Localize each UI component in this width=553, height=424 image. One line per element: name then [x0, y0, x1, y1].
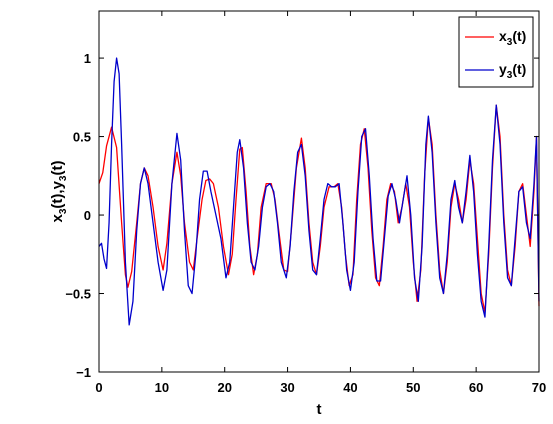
- x-tick-label: 30: [280, 380, 294, 395]
- y-axis-label-tail: (t): [49, 161, 66, 176]
- x-tick-label: 10: [155, 380, 169, 395]
- x-tick-label: 60: [469, 380, 483, 395]
- legend-label-y3-tail: (t): [512, 61, 526, 77]
- y-tick-label: 1: [84, 51, 91, 66]
- legend-label-y3: y3(t): [499, 61, 526, 81]
- legend-box: [458, 16, 534, 88]
- y-axis-label: x3(t),y3(t): [49, 161, 69, 223]
- y-tick-label: −0.5: [65, 287, 91, 302]
- legend: x3(t) y3(t): [458, 16, 534, 88]
- legend-label-x3: x3(t): [499, 28, 526, 48]
- x-tick-label: 0: [95, 380, 102, 395]
- legend-label-x3-main: x: [499, 28, 507, 44]
- series-layer: [98, 57, 540, 326]
- y-axis-label-rest: (t),y: [49, 180, 66, 208]
- y-axis-label-sub2: 3: [58, 175, 69, 181]
- x-tick-label: 20: [217, 380, 231, 395]
- y-tick-label: −1: [76, 365, 91, 380]
- x-axis-label: t: [317, 401, 322, 418]
- series-line-y3: [98, 57, 540, 326]
- legend-label-x3-tail: (t): [512, 28, 526, 44]
- x-tick-label: 40: [343, 380, 357, 395]
- legend-label-y3-main: y: [499, 61, 507, 77]
- x-tick-label: 70: [532, 380, 546, 395]
- legend-label-y3-sub: 3: [507, 70, 513, 81]
- legend-label-x3-sub: 3: [507, 37, 513, 48]
- y-axis-label-main: x: [49, 213, 66, 222]
- ticks-layer: 0 10 20 30 40 50 60 70 −1 −0.5 0 0.5 1: [65, 11, 546, 395]
- y-tick-label: 0: [84, 208, 91, 223]
- y-axis-label-sub: 3: [58, 208, 69, 214]
- x-tick-label: 50: [406, 380, 420, 395]
- y-tick-label: 0.5: [73, 130, 91, 145]
- axes-frame: [98, 10, 540, 373]
